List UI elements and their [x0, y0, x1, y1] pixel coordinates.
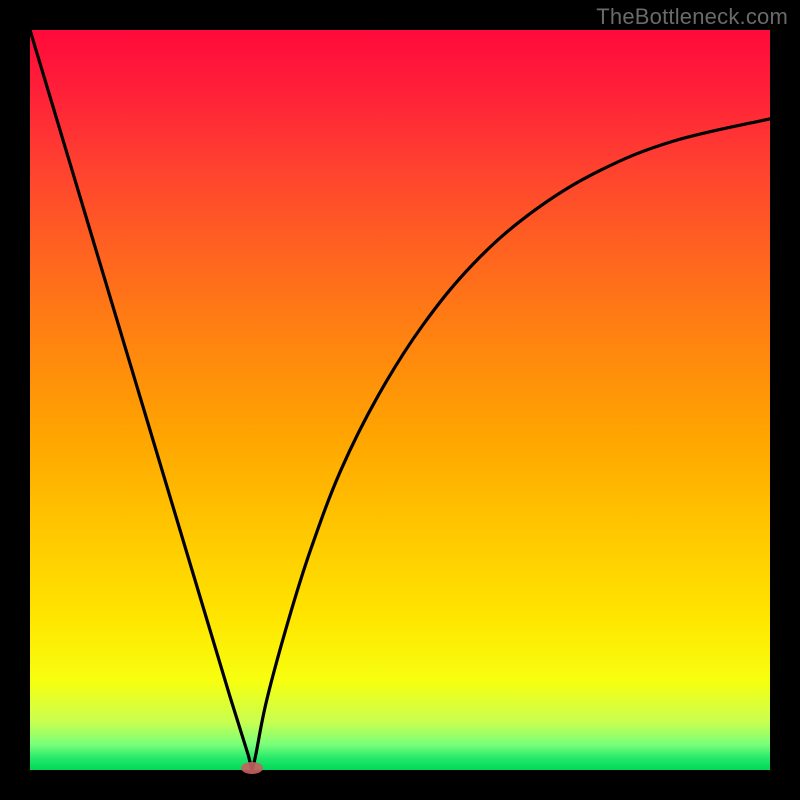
bottleneck-curve-chart	[0, 0, 800, 800]
chart-container: { "watermark": { "text": "TheBottleneck.…	[0, 0, 800, 800]
watermark-text: TheBottleneck.com	[596, 4, 788, 30]
minimum-marker	[241, 762, 263, 774]
